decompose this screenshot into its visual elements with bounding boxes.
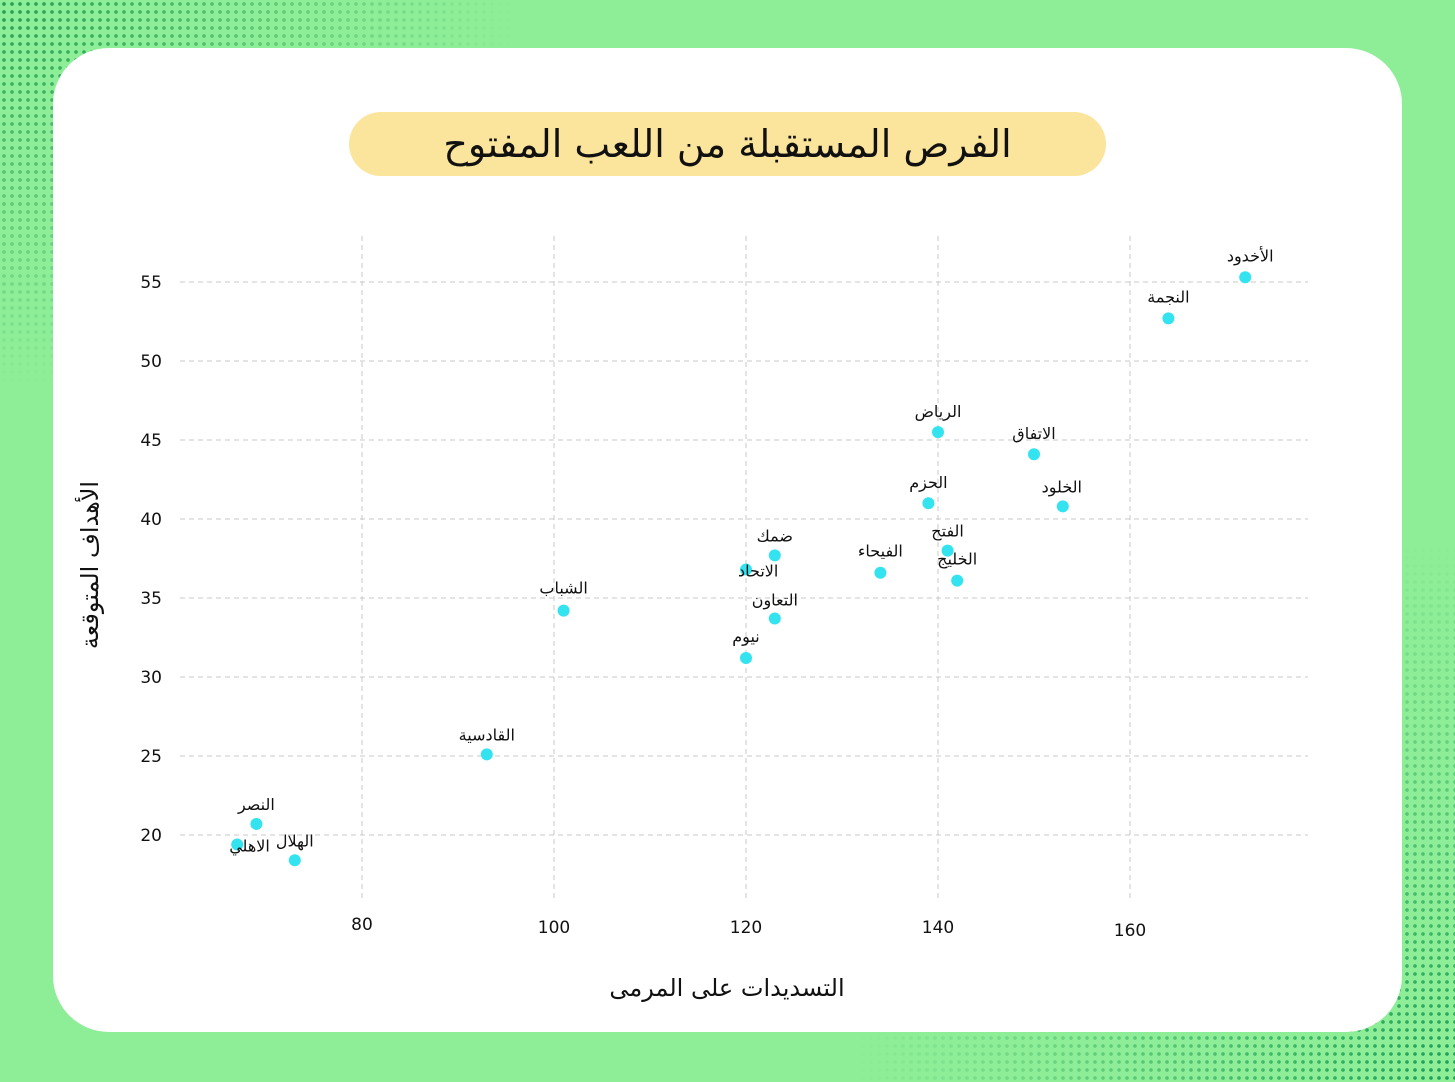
data-point (1239, 271, 1252, 284)
point-label: النجمة (1147, 287, 1189, 306)
y-tick-label: 45 (140, 431, 162, 451)
tick-labels: 80 100 120 140 160 20 25 30 35 40 45 50 55 (140, 273, 1146, 941)
data-point (1028, 448, 1040, 461)
data-point (250, 817, 263, 830)
y-tick-label: 40 (140, 510, 162, 530)
point-label: الفيحاء (858, 542, 903, 561)
y-tick-label: 50 (140, 352, 162, 372)
data-point (1056, 500, 1069, 513)
point-label: الخليج (937, 550, 977, 569)
point-labels: الأخدود النجمة الرياض الاتفاق الحزم الخلود الف… (229, 245, 1273, 856)
point-label: الحزم (909, 473, 947, 493)
point-label: القادسية (459, 725, 515, 744)
data-point (874, 566, 887, 579)
point-label: النصر (237, 795, 275, 815)
point-label: الاهلي (229, 836, 270, 856)
data-points (231, 271, 1252, 867)
x-axis-label: التسديدات على المرمى (609, 974, 844, 1002)
data-point (951, 574, 964, 587)
y-tick-label: 20 (140, 826, 162, 846)
y-tick-label: 30 (140, 668, 162, 688)
chart-title-text: الفرص المستقبلة من اللعب المفتوح (443, 122, 1012, 166)
chart-title: الفرص المستقبلة من اللعب المفتوح (349, 112, 1106, 176)
data-point (932, 426, 944, 439)
data-point (768, 612, 781, 625)
y-tick-label: 35 (140, 589, 162, 609)
point-label: ضمك (757, 526, 793, 545)
x-tick-label: 80 (351, 915, 373, 935)
y-tick-label: 25 (140, 747, 162, 767)
point-label: نيوم (732, 627, 759, 647)
data-point (740, 652, 752, 665)
data-point (557, 604, 570, 617)
point-label: الشباب (539, 579, 587, 598)
data-point (288, 854, 301, 867)
data-point (941, 544, 954, 557)
data-point (768, 549, 781, 562)
data-point (1162, 312, 1175, 325)
grid-lines (180, 236, 1308, 900)
y-axis-label: الأهداف المتوقعة (75, 481, 104, 649)
x-tick-label: 120 (730, 918, 762, 938)
y-tick-label: 55 (140, 273, 162, 293)
data-point (480, 748, 493, 761)
point-label: الرياض (915, 402, 962, 422)
point-label: الاتحاد (738, 562, 778, 581)
data-point (922, 497, 935, 510)
point-label: الخلود (1042, 477, 1082, 497)
chart-card (53, 48, 1402, 1032)
x-tick-label: 100 (538, 918, 570, 938)
point-label: التعاون (752, 591, 798, 611)
x-tick-label: 140 (922, 918, 954, 938)
x-tick-label: 160 (1114, 921, 1146, 941)
point-label: الهلال (276, 831, 314, 851)
data-point (231, 838, 244, 851)
point-label: الاتفاق (1012, 424, 1055, 443)
point-label: الفتح (931, 522, 964, 542)
point-label: الأخدود (1227, 245, 1274, 266)
data-point (740, 563, 752, 576)
